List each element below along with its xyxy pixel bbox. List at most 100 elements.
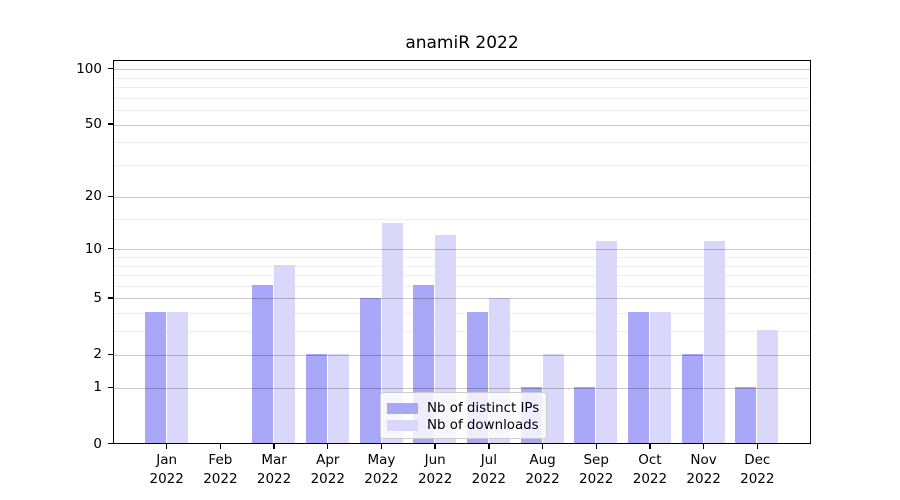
x-tick-mark-mar — [273, 444, 275, 449]
x-tick-label-jul: Jul 2022 — [459, 451, 519, 489]
x-tick-year: 2022 — [310, 471, 345, 487]
x-tick-mark-dec — [756, 444, 758, 449]
y-tick-mark-1 — [108, 386, 113, 388]
bar-distinct-ips-apr — [305, 353, 327, 443]
chart-title: anamiR 2022 — [405, 33, 519, 53]
bar-downloads-mar — [274, 264, 296, 443]
x-tick-label-sep: Sep 2022 — [566, 451, 626, 489]
y-tick-mark-20 — [108, 195, 113, 197]
bar-downloads-sep — [596, 241, 618, 443]
x-tick-year: 2022 — [525, 471, 560, 487]
x-tick-mark-jul — [488, 444, 490, 449]
y-tick-label-10: 10 — [84, 240, 102, 257]
x-tick-mark-apr — [327, 444, 329, 449]
x-tick-label-jun: Jun 2022 — [405, 451, 465, 489]
x-tick-label-jan: Jan 2022 — [137, 451, 197, 489]
gridline-minor-40 — [114, 142, 810, 144]
legend-item-downloads: Nb of downloads — [387, 417, 546, 434]
x-tick-year: 2022 — [740, 471, 775, 487]
x-tick-label-dec: Dec 2022 — [727, 451, 787, 489]
y-tick-label-50: 50 — [84, 116, 102, 133]
gridline-minor-30 — [114, 165, 810, 167]
x-tick-mark-nov — [702, 444, 705, 449]
gridline-major-20 — [114, 196, 810, 198]
x-tick-year: 2022 — [471, 471, 507, 487]
x-tick-year: 2022 — [256, 471, 292, 487]
x-tick-year: 2022 — [364, 471, 399, 487]
bar-distinct-ips-nov — [681, 353, 703, 443]
y-tick-mark-0 — [108, 442, 113, 445]
x-tick-label-oct: Oct 2022 — [620, 451, 680, 489]
y-tick-label-20: 20 — [84, 188, 102, 205]
y-tick-label-100: 100 — [76, 60, 102, 77]
x-tick-month: Mar — [261, 452, 287, 468]
x-tick-year: 2022 — [417, 471, 453, 487]
x-tick-mark-sep — [595, 444, 597, 449]
x-tick-label-apr: Apr 2022 — [298, 451, 358, 489]
x-tick-mark-jun — [434, 444, 436, 449]
legend: Nb of distinct IPs Nb of downloads — [380, 392, 547, 439]
x-tick-month: Jul — [480, 452, 497, 468]
bar-downloads-oct — [650, 312, 672, 443]
bar-distinct-ips-jan — [144, 312, 166, 443]
x-tick-mark-aug — [541, 444, 544, 449]
y-tick-label-0: 0 — [93, 435, 102, 452]
x-tick-month: Sep — [583, 452, 609, 468]
gridline-minor-90 — [114, 77, 810, 79]
bar-distinct-ips-dec — [735, 386, 757, 443]
x-tick-month: Aug — [529, 452, 556, 468]
y-tick-mark-5 — [108, 297, 113, 299]
x-tick-label-feb: Feb 2022 — [190, 451, 250, 489]
x-tick-year: 2022 — [149, 471, 184, 487]
y-tick-label-5: 5 — [93, 289, 102, 306]
x-tick-mark-may — [380, 444, 383, 449]
bar-downloads-apr — [327, 353, 349, 443]
x-tick-month: Apr — [316, 452, 340, 468]
x-tick-label-nov: Nov 2022 — [674, 451, 734, 489]
x-tick-mark-jan — [165, 444, 168, 449]
y-tick-mark-10 — [108, 248, 113, 250]
x-tick-month: Dec — [744, 452, 771, 468]
bar-distinct-ips-oct — [628, 312, 650, 443]
legend-label-distinct-ips: Nb of distinct IPs — [427, 401, 540, 416]
x-tick-year: 2022 — [579, 471, 614, 487]
plot-area: Nb of distinct IPs Nb of downloads — [113, 60, 811, 444]
x-tick-label-mar: Mar 2022 — [244, 451, 304, 489]
gridline-minor-70 — [114, 97, 810, 99]
bar-downloads-dec — [757, 330, 779, 443]
bar-distinct-ips-mar — [252, 284, 274, 443]
legend-label-downloads: Nb of downloads — [427, 418, 539, 433]
y-tick-mark-50 — [108, 123, 113, 125]
x-tick-mark-oct — [649, 444, 651, 449]
legend-swatch-distinct-ips — [387, 403, 418, 414]
bar-downloads-may — [381, 223, 403, 443]
x-tick-month: Oct — [638, 452, 662, 468]
x-tick-month: Nov — [690, 452, 717, 468]
gridline-major-50 — [114, 124, 810, 126]
bar-distinct-ips-may — [359, 297, 381, 443]
bar-downloads-jan — [166, 312, 188, 443]
gridline-minor-60 — [114, 110, 810, 112]
bar-downloads-jun — [435, 234, 457, 443]
x-tick-label-may: May 2022 — [351, 451, 411, 489]
x-tick-year: 2022 — [686, 471, 721, 487]
x-tick-year: 2022 — [632, 471, 668, 487]
y-tick-label-2: 2 — [93, 346, 102, 363]
x-tick-month: Feb — [208, 452, 233, 468]
x-tick-label-aug: Aug 2022 — [513, 451, 573, 489]
y-tick-mark-100 — [108, 67, 113, 70]
x-tick-year: 2022 — [203, 471, 238, 487]
bar-downloads-aug — [542, 353, 564, 443]
bar-distinct-ips-sep — [574, 386, 596, 443]
legend-item-distinct-ips: Nb of distinct IPs — [387, 400, 546, 417]
x-tick-month: Jan — [156, 452, 178, 468]
x-tick-month: Jun — [424, 452, 446, 468]
gridline-major-100 — [114, 69, 810, 71]
y-tick-mark-2 — [108, 353, 113, 355]
gridline-minor-80 — [114, 87, 810, 89]
legend-swatch-downloads — [387, 420, 418, 431]
y-tick-label-1: 1 — [93, 379, 102, 396]
bar-downloads-nov — [703, 241, 725, 443]
x-tick-mark-feb — [219, 444, 222, 449]
x-tick-month: May — [367, 452, 396, 468]
